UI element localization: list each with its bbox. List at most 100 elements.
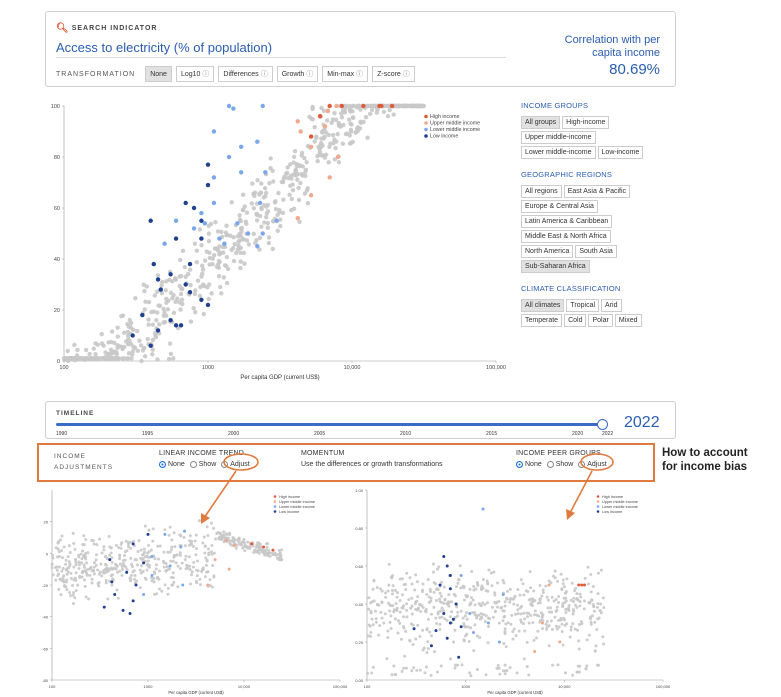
data-point-lower-middle-income[interactable] [179,545,183,549]
filter-high-income[interactable]: High-income [562,116,610,129]
data-point-lower-middle-income[interactable] [231,106,236,111]
filter-tropical[interactable]: Tropical [566,299,600,312]
info-icon[interactable]: ⓘ [356,71,364,78]
data-point-lower-middle-income[interactable] [142,593,146,596]
data-point-high-income[interactable] [317,114,323,119]
data-point-low-income[interactable] [128,612,132,615]
data-point-high-income[interactable] [339,103,345,109]
filter-temperate[interactable]: Temperate [521,314,563,327]
data-point-upper-middle-income[interactable] [206,583,210,587]
data-point-low-income[interactable] [173,236,179,241]
data-point-upper-middle-income[interactable] [308,144,314,149]
data-point-high-income[interactable] [361,103,366,109]
peer-radio-none[interactable] [516,461,523,468]
data-point-low-income[interactable] [125,570,129,574]
data-point-upper-middle-income[interactable] [334,103,339,109]
filter-upper-middle-income[interactable]: Upper middle-income [521,131,596,144]
filter-lower-middle-income[interactable]: Lower middle-income [521,146,596,159]
data-point-lower-middle-income[interactable] [211,129,217,134]
info-icon[interactable]: ⓘ [260,71,268,78]
data-point-lower-middle-income[interactable] [235,221,240,226]
data-point-upper-middle-income[interactable] [558,640,562,644]
filter-all-climates[interactable]: All climates [521,299,565,312]
data-point-upper-middle-income[interactable] [533,650,537,653]
data-point-lower-middle-income[interactable] [211,200,217,206]
linear-radio-adjust[interactable] [221,461,229,468]
data-point-upper-middle-income[interactable] [540,621,544,625]
data-point-lower-middle-income[interactable] [255,244,260,249]
data-point-low-income[interactable] [113,593,117,596]
data-point-upper-middle-income[interactable] [213,558,217,562]
data-point-upper-middle-income[interactable] [327,175,332,180]
data-point-low-income[interactable] [158,287,163,292]
data-point-low-income[interactable] [168,272,173,277]
filter-cold[interactable]: Cold [564,314,587,327]
data-point-low-income[interactable] [102,605,106,609]
data-point-low-income[interactable] [459,625,463,629]
data-point-lower-middle-income[interactable] [260,231,265,236]
data-point-lower-middle-income[interactable] [238,144,244,149]
data-point-low-income[interactable] [445,636,449,640]
data-point-lower-middle-income[interactable] [173,218,179,223]
info-icon[interactable]: ⓘ [202,71,210,78]
data-point-low-income[interactable] [148,218,153,223]
data-point-lower-middle-income[interactable] [459,574,463,577]
transformation-min-max-button[interactable]: Min-max ⓘ [322,66,369,82]
data-point-upper-middle-income[interactable] [233,543,237,547]
timeline-track[interactable] [56,423,604,426]
data-point-low-income[interactable] [457,655,461,659]
data-point-low-income[interactable] [412,627,416,631]
data-point-low-income[interactable] [142,561,146,565]
data-point-lower-middle-income[interactable] [199,210,204,216]
data-point-lower-middle-income[interactable] [257,200,263,206]
filter-middle-east-north-africa[interactable]: Middle East & North Africa [521,230,611,243]
filter-sub-saharan-africa[interactable]: Sub-Saharan Africa [521,260,590,273]
data-point-low-income[interactable] [187,289,193,295]
data-point-low-income[interactable] [448,574,452,577]
data-point-low-income[interactable] [205,162,211,167]
filter-europe-central-asia[interactable]: Europe & Central Asia [521,200,598,213]
data-point-low-income[interactable] [173,323,179,328]
indicator-title[interactable]: Access to electricity (% of population) [56,40,273,55]
transformation-differences-button[interactable]: Differences ⓘ [218,66,273,82]
data-point-low-income[interactable] [438,583,442,587]
data-point-low-income[interactable] [454,602,458,606]
data-point-lower-middle-income[interactable] [497,640,501,644]
data-point-lower-middle-income[interactable] [217,236,222,241]
data-point-upper-middle-income[interactable] [298,129,303,134]
data-point-upper-middle-income[interactable] [335,154,341,160]
data-point-low-income[interactable] [134,583,138,587]
data-point-low-income[interactable] [155,328,161,333]
data-point-upper-middle-income[interactable] [227,567,231,571]
data-point-upper-middle-income[interactable] [295,216,300,221]
info-icon[interactable]: ⓘ [402,71,410,78]
data-point-lower-middle-income[interactable] [468,612,472,615]
peer-radio-show[interactable] [546,461,554,468]
data-point-lower-middle-income[interactable] [202,221,207,226]
data-point-low-income[interactable] [445,564,449,568]
data-point-low-income[interactable] [155,277,161,282]
data-point-low-income[interactable] [448,621,452,625]
filter-arid[interactable]: Arid [601,299,622,312]
data-point-high-income[interactable] [327,103,332,109]
filter-east-asia-pacific[interactable]: East Asia & Pacific [563,185,631,198]
data-point-lower-middle-income[interactable] [481,507,485,511]
data-point-high-income[interactable] [377,103,382,109]
data-point-lower-middle-income[interactable] [245,231,251,236]
timeline-handle[interactable] [597,419,608,430]
filter-all-regions[interactable]: All regions [521,185,562,198]
data-point-low-income[interactable] [178,323,184,328]
info-icon[interactable]: ⓘ [306,71,314,78]
linear-radio-none[interactable] [159,461,166,468]
filter-mixed[interactable]: Mixed [614,314,642,327]
data-point-low-income[interactable] [168,318,173,323]
data-point-lower-middle-income[interactable] [263,170,268,175]
data-point-lower-middle-income[interactable] [168,564,172,568]
peer-radio-adjust[interactable] [578,461,586,468]
data-point-high-income[interactable] [271,548,275,552]
filter-polar[interactable]: Polar [588,314,613,327]
data-point-lower-middle-income[interactable] [222,241,227,246]
data-point-low-income[interactable] [205,302,211,308]
data-point-low-income[interactable] [183,200,188,206]
filter-all-groups[interactable]: All groups [521,116,561,129]
